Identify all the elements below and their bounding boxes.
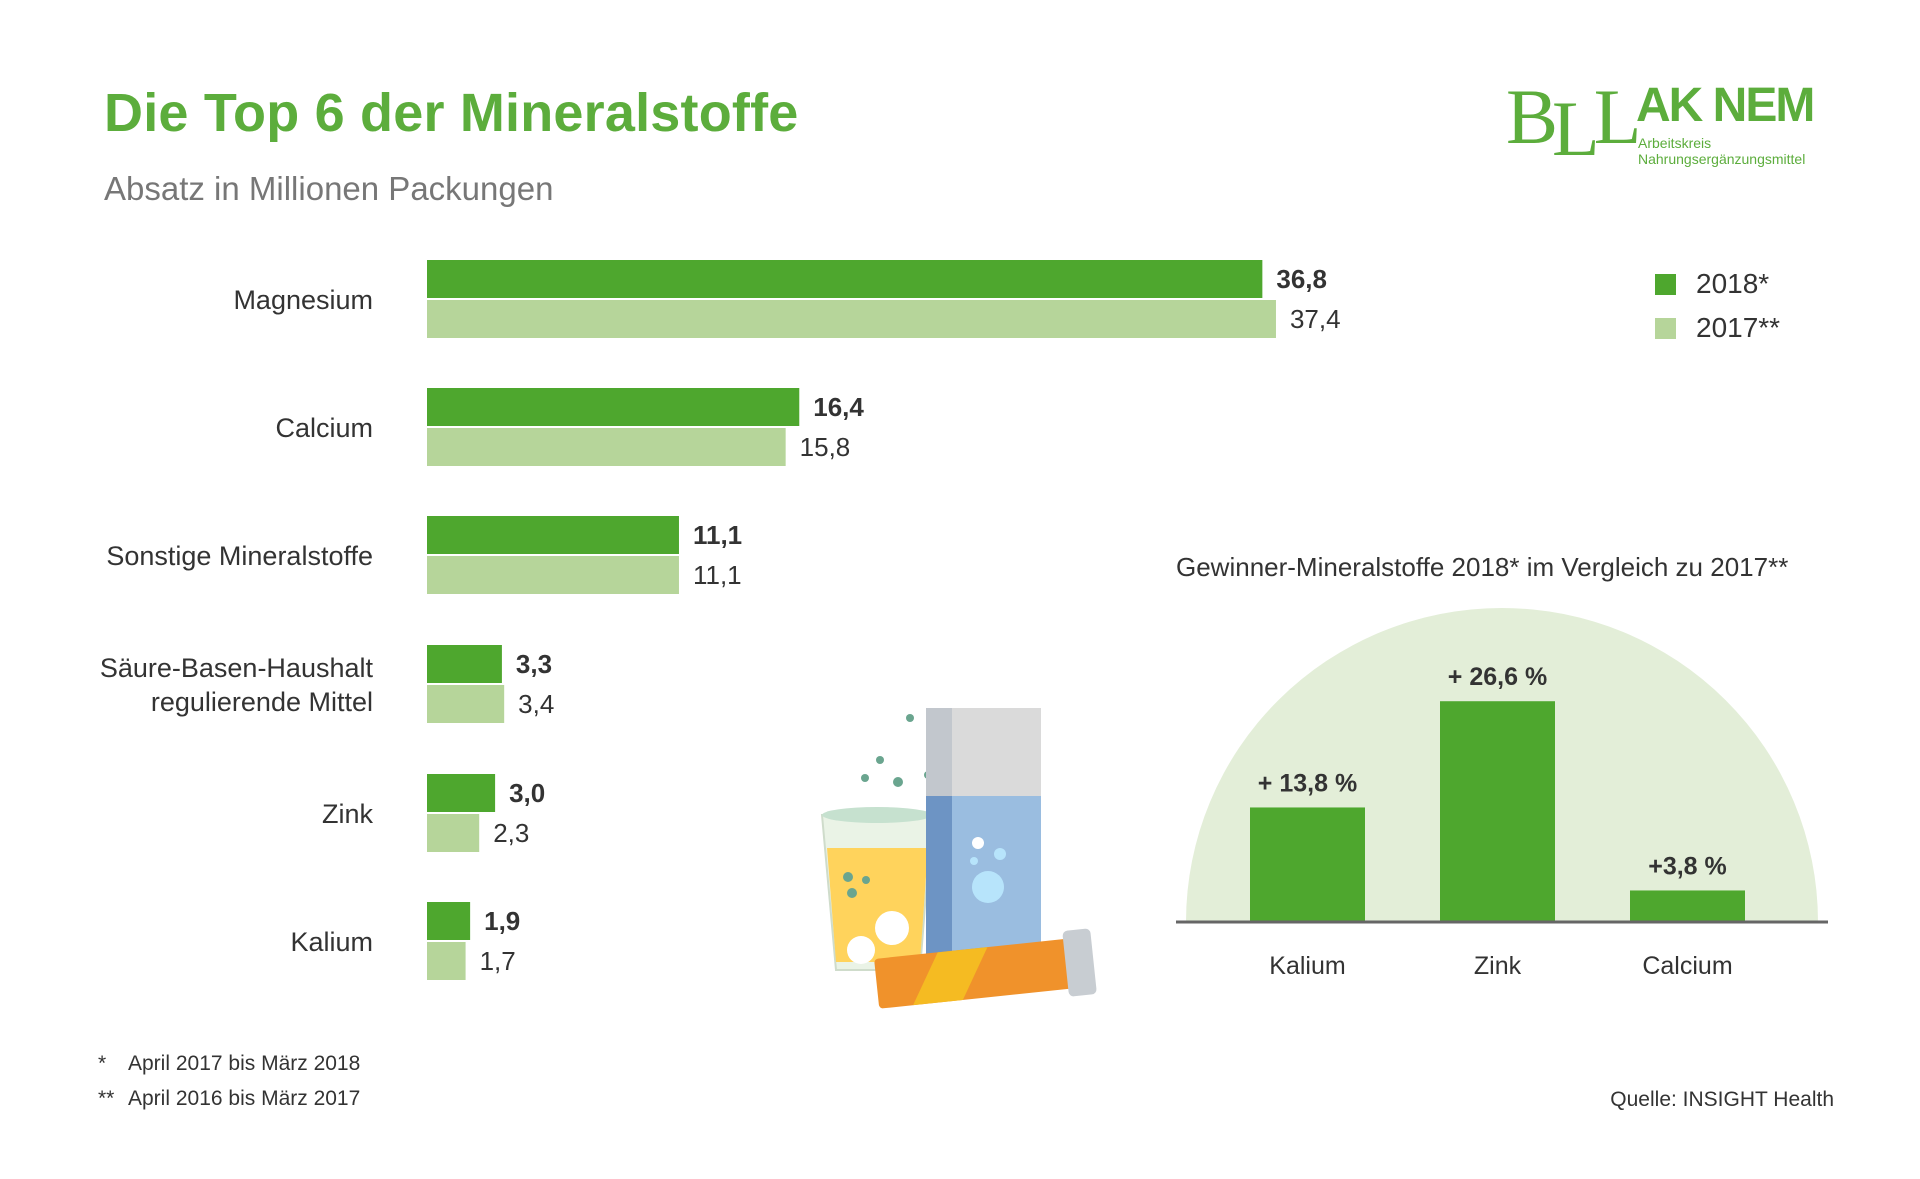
footnote-2: ** April 2016 bis März 2017 [98,1087,360,1111]
category-label: Calcium [275,413,373,443]
bar-2018 [427,516,679,554]
category-label: Zink [322,799,374,829]
legend-label-2017: 2017** [1696,312,1781,343]
source-note: Quelle: INSIGHT Health [1610,1088,1834,1111]
legend-item-2018: 2018* [1655,262,1780,306]
legend-label-2018: 2018* [1696,268,1770,299]
bar-2017 [427,556,679,594]
category-label: Magnesium [233,285,373,315]
logo-subtext: Arbeitskreis Nahrungsergänzungsmittel [1638,135,1806,167]
value-label: 3,4 [518,689,554,719]
value-label: 3,3 [516,649,552,679]
winner-value-label: + 26,6 % [1448,663,1547,691]
bar-2018 [427,774,496,812]
footnote-1: * April 2017 bis März 2018 [98,1052,360,1076]
legend-item-2017: 2017** [1655,306,1780,350]
winner-value-label: +3,8 % [1648,852,1727,880]
value-label: 3,0 [509,778,545,808]
logo-bll-text: BLL [1506,73,1641,172]
bar-2018 [427,645,502,683]
page-title: Die Top 6 der Mineralstoffe [104,83,799,143]
winner-category-label: Calcium [1642,952,1732,980]
bar-2017 [427,300,1276,338]
logo-aknem-text: AK NEM [1636,79,1815,132]
winner-bar [1630,890,1745,922]
footnote-mark-1: * [98,1052,107,1075]
value-label: 15,8 [800,432,851,462]
bar-2017 [427,814,480,852]
legend-swatch-2017 [1655,317,1676,339]
value-label: 11,1 [693,560,742,590]
value-label: 11,1 [693,520,742,550]
bll-aknem-logo: BLL AK NEM Arbeitskreis Nahrungsergänzung… [1506,78,1836,170]
bar-2017 [427,428,786,466]
bar-2017 [427,685,505,723]
winner-bar [1250,807,1365,922]
value-label: 1,9 [484,906,520,936]
bar-2018 [427,902,471,940]
value-label: 37,4 [1290,304,1341,334]
effervescent-tablets-glass-icon [820,708,1097,1009]
winner-category-label: Kalium [1269,952,1345,980]
footnote-mark-2: ** [98,1087,115,1110]
footnote-text-1: April 2017 bis März 2018 [128,1052,361,1075]
category-label: regulierende Mittel [151,687,373,717]
bar-2018 [427,388,800,426]
value-label: 36,8 [1276,264,1327,294]
category-label: Säure-Basen-Haushalt [100,653,374,683]
winner-category-label: Zink [1474,952,1522,980]
value-label: 2,3 [493,818,529,848]
category-label: Sonstige Mineralstoffe [106,541,373,571]
page-subtitle: Absatz in Millionen Packungen [104,170,554,207]
winner-bar [1440,701,1555,922]
winner-value-label: + 13,8 % [1258,769,1357,797]
winner-chart-title: Gewinner-Mineralstoffe 2018* im Vergleic… [1176,552,1789,582]
legend-swatch-2018 [1655,273,1676,295]
value-label: 16,4 [813,392,864,422]
legend: 2018* 2017** [1655,262,1780,350]
footnote-text-2: April 2016 bis März 2017 [128,1087,361,1110]
bar-2017 [427,942,466,980]
value-label: 1,7 [480,946,516,976]
bar-2018 [427,260,1263,298]
category-label: Kalium [290,927,373,957]
